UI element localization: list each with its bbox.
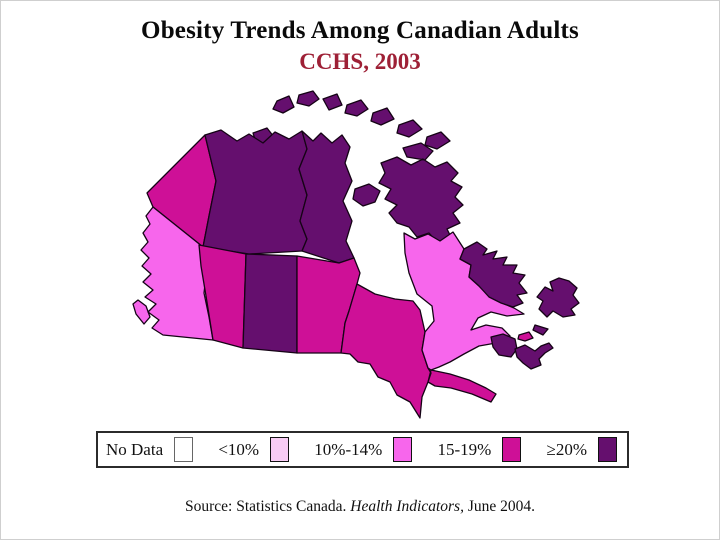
legend-label: No Data	[106, 439, 164, 459]
legend-label: <10%	[218, 439, 260, 459]
legend-item-15-19: 15-19%	[437, 437, 522, 462]
source-prefix: Source: Statistics Canada.	[184, 498, 351, 515]
source-publication: Health Indicators,	[350, 498, 464, 515]
legend-swatch-ge20	[598, 437, 617, 462]
region-northwest-territories	[202, 129, 308, 255]
source-note: Source: Statistics Canada. Health Indica…	[1, 498, 719, 516]
region-newfoundland-labrador	[459, 241, 580, 336]
map-legend: No Data <10% 10%-14% 15-19% ≥20%	[96, 431, 629, 468]
region-prince-edward-island	[517, 331, 534, 342]
legend-item-10-14: 10%-14%	[314, 437, 413, 462]
slide-subtitle: CCHS, 2003	[299, 49, 421, 74]
region-new-brunswick	[490, 333, 518, 358]
legend-label: 10%-14%	[314, 439, 383, 459]
legend-item-no-data: No Data	[106, 437, 194, 462]
legend-item-lt10: <10%	[218, 437, 290, 462]
legend-label: 15-19%	[437, 439, 492, 459]
legend-swatch-lt10	[270, 437, 290, 462]
legend-swatch-no-data	[174, 437, 194, 462]
region-saskatchewan	[242, 253, 298, 354]
legend-swatch-10-14	[393, 437, 413, 462]
legend-swatch-15-19	[502, 437, 522, 462]
source-suffix: June 2004.	[463, 498, 535, 515]
region-british-columbia	[132, 206, 214, 341]
region-nova-scotia	[514, 342, 554, 370]
legend-item-ge20: ≥20%	[546, 437, 617, 462]
slide-title: Obesity Trends Among Canadian Adults	[141, 17, 579, 44]
region-ontario	[340, 283, 497, 419]
legend-label: ≥20%	[546, 439, 588, 459]
region-nunavut	[298, 130, 355, 264]
